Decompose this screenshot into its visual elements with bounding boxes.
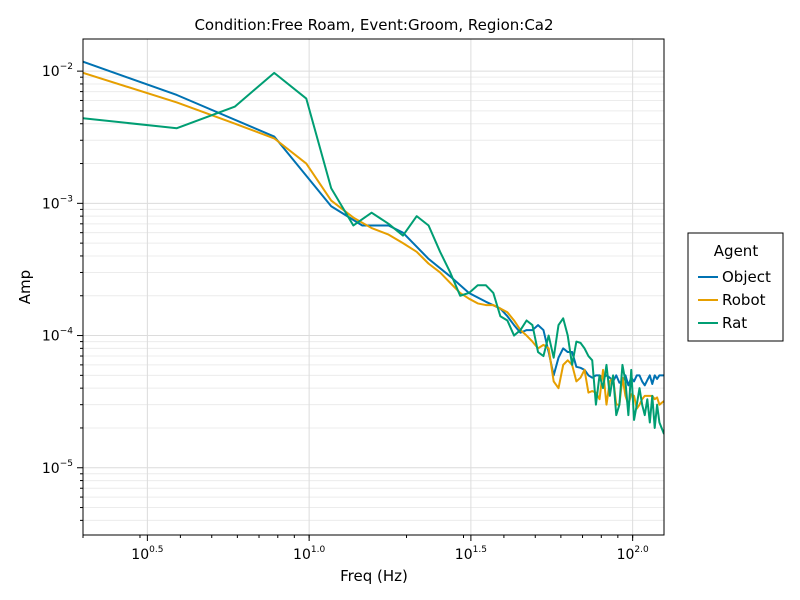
series-line-object [83,60,664,387]
legend-label-robot: Robot [722,291,766,309]
y-tick-label: 10−5 [42,459,73,477]
grid-lines [83,39,664,535]
x-tick-label: 100.5 [131,545,163,563]
series-lines [83,60,664,435]
legend-items: Object Robot Rat [698,268,771,332]
chart-title: Condition:Free Roam, Event:Groom, Region… [194,16,553,34]
y-axis-title: Amp [16,270,34,304]
legend-title: Agent [714,242,759,260]
x-axis-ticks: 100.5 101.0 101.5 102.0 [82,535,649,563]
x-axis-title: Freq (Hz) [340,567,408,585]
legend: Agent Object Robot Rat [687,232,784,342]
series-line-rat [83,71,664,435]
legend-label-rat: Rat [722,314,747,332]
x-tick-label: 101.5 [455,545,487,563]
y-tick-label: 10−2 [42,62,73,80]
x-tick-label: 102.0 [617,545,649,563]
x-tick-label: 101.0 [293,545,325,563]
y-axis-ticks: 10−5 10−4 10−3 10−2 [42,62,83,521]
y-tick-label: 10−3 [42,194,73,212]
legend-label-object: Object [722,268,771,286]
y-tick-label: 10−4 [42,327,73,345]
plot-frame [82,38,665,536]
